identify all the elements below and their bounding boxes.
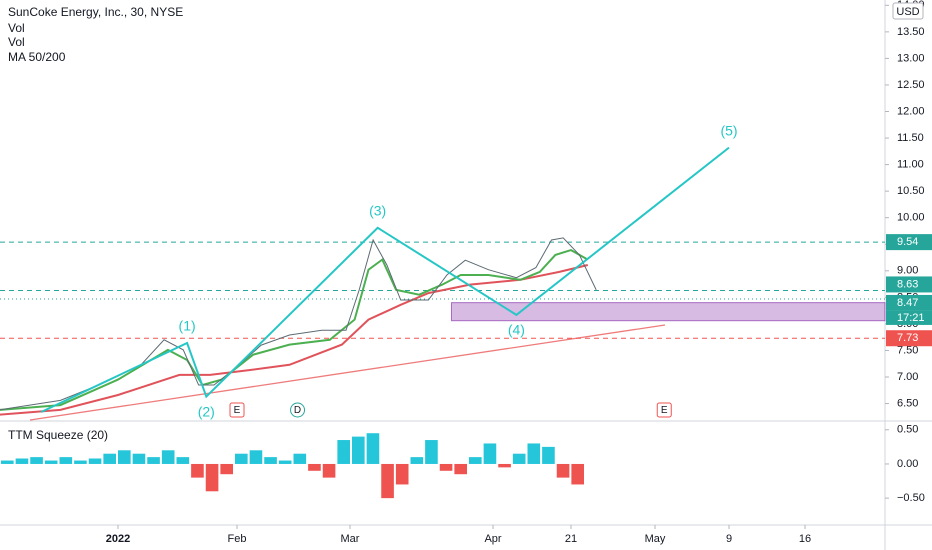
histogram-bar	[235, 453, 248, 464]
histogram-bar	[512, 453, 526, 464]
price-label-box	[886, 234, 932, 251]
price-label: 8.47	[897, 297, 918, 309]
histogram-bar	[556, 463, 570, 478]
y-tick-label: 13.00	[897, 52, 925, 64]
price-label: 7.73	[897, 332, 918, 344]
wave-line	[40, 146, 730, 413]
histogram-bar	[161, 450, 175, 464]
histogram-bar	[249, 450, 263, 464]
event-label: E	[234, 405, 241, 416]
event-badge	[656, 402, 672, 418]
histogram-bar	[205, 463, 219, 492]
histogram-bar	[132, 453, 146, 464]
x-tick-label: 9	[726, 533, 732, 545]
x-tick-label: 2022	[106, 533, 130, 545]
histogram-bar	[15, 458, 29, 464]
histogram-bar	[118, 450, 131, 464]
y-tick-label: 7.50	[897, 344, 918, 356]
histogram-bar	[278, 460, 292, 464]
y-tick-label: 13.50	[897, 26, 925, 38]
histogram-bar	[220, 463, 233, 475]
legend-item: Vol	[8, 35, 25, 49]
histogram-bar	[454, 463, 467, 475]
x-tick-label: Feb	[228, 533, 247, 545]
currency: USD	[896, 6, 919, 18]
zone	[450, 302, 886, 322]
histogram-bar	[103, 453, 116, 464]
y-tick-label: 9.00	[897, 265, 918, 277]
x-tick-label: 21	[565, 533, 577, 545]
histogram-bar	[1, 460, 14, 464]
histogram-bar	[352, 436, 365, 464]
y-tick-label: 0.00	[897, 458, 918, 470]
y-tick-label: 11.00	[897, 159, 924, 171]
y-tick-label: 12.50	[897, 79, 925, 91]
wave-label: (3)	[369, 202, 386, 218]
histogram-bar	[410, 457, 424, 464]
y-tick-label: 12.00	[897, 105, 925, 117]
y-tick-label: 6.50	[897, 397, 918, 409]
histogram-bar	[264, 457, 277, 464]
wave-label: (4)	[508, 322, 525, 338]
y-tick-label: 7.00	[897, 371, 918, 383]
x-tick-label: 16	[799, 533, 811, 545]
histogram-bar	[571, 463, 584, 485]
histogram-bar	[395, 463, 409, 485]
y-tick-label: 10.50	[897, 185, 925, 197]
wave-label: (2)	[198, 403, 215, 419]
histogram-bar	[469, 457, 482, 464]
histogram-bar	[293, 453, 307, 464]
y-tick-label: −0.50	[897, 492, 925, 504]
legend-item: Vol	[8, 21, 25, 35]
series-line	[0, 249, 589, 411]
histogram-bar	[147, 457, 160, 464]
price-label-box	[886, 276, 932, 293]
histogram-bar	[483, 443, 497, 464]
trend-line	[29, 324, 666, 421]
legend-item: MA 50/200	[8, 50, 66, 64]
histogram-bar	[337, 440, 350, 464]
x-tick-label: May	[645, 533, 666, 545]
series-line	[0, 237, 597, 411]
x-tick-label: Mar	[341, 533, 360, 545]
chart-title: SunCoke Energy, Inc., 30, NYSE	[8, 5, 183, 19]
event-badge	[290, 402, 306, 418]
y-tick-label: 11.50	[897, 132, 924, 144]
x-tick-label: Apr	[484, 533, 501, 545]
histogram-bar	[542, 446, 555, 464]
price-label-box	[886, 330, 932, 347]
currency-box[interactable]	[892, 2, 924, 20]
y-tick-label: 0.50	[897, 424, 918, 436]
wave-label: (5)	[720, 122, 737, 138]
wave-label: (1)	[179, 318, 196, 334]
countdown: 17:21	[897, 312, 925, 324]
histogram-bar	[527, 443, 541, 464]
event-label: D	[294, 405, 301, 416]
histogram-bar	[44, 460, 58, 464]
histogram-bar	[176, 457, 190, 464]
histogram-bar	[366, 433, 380, 464]
histogram-bar	[425, 440, 438, 464]
y-tick-label: 10.00	[897, 212, 925, 224]
event-badge	[229, 402, 245, 418]
histogram-bar	[59, 457, 73, 464]
event-label: E	[661, 405, 668, 416]
indicator-title: TTM Squeeze (20)	[8, 428, 108, 442]
countdown-box	[886, 310, 932, 325]
histogram-bar	[498, 463, 511, 468]
histogram-bar	[88, 458, 102, 464]
histogram-bar	[439, 463, 453, 471]
histogram-bar	[322, 463, 336, 478]
histogram-bar	[30, 457, 43, 464]
series-line	[0, 264, 589, 416]
price-label-box	[886, 294, 932, 311]
histogram-bar	[74, 460, 87, 464]
histogram-bar	[308, 463, 321, 471]
histogram-bar	[381, 463, 394, 499]
histogram-bar	[191, 463, 204, 478]
price-label: 8.63	[897, 278, 918, 290]
price-label: 9.54	[897, 236, 918, 248]
